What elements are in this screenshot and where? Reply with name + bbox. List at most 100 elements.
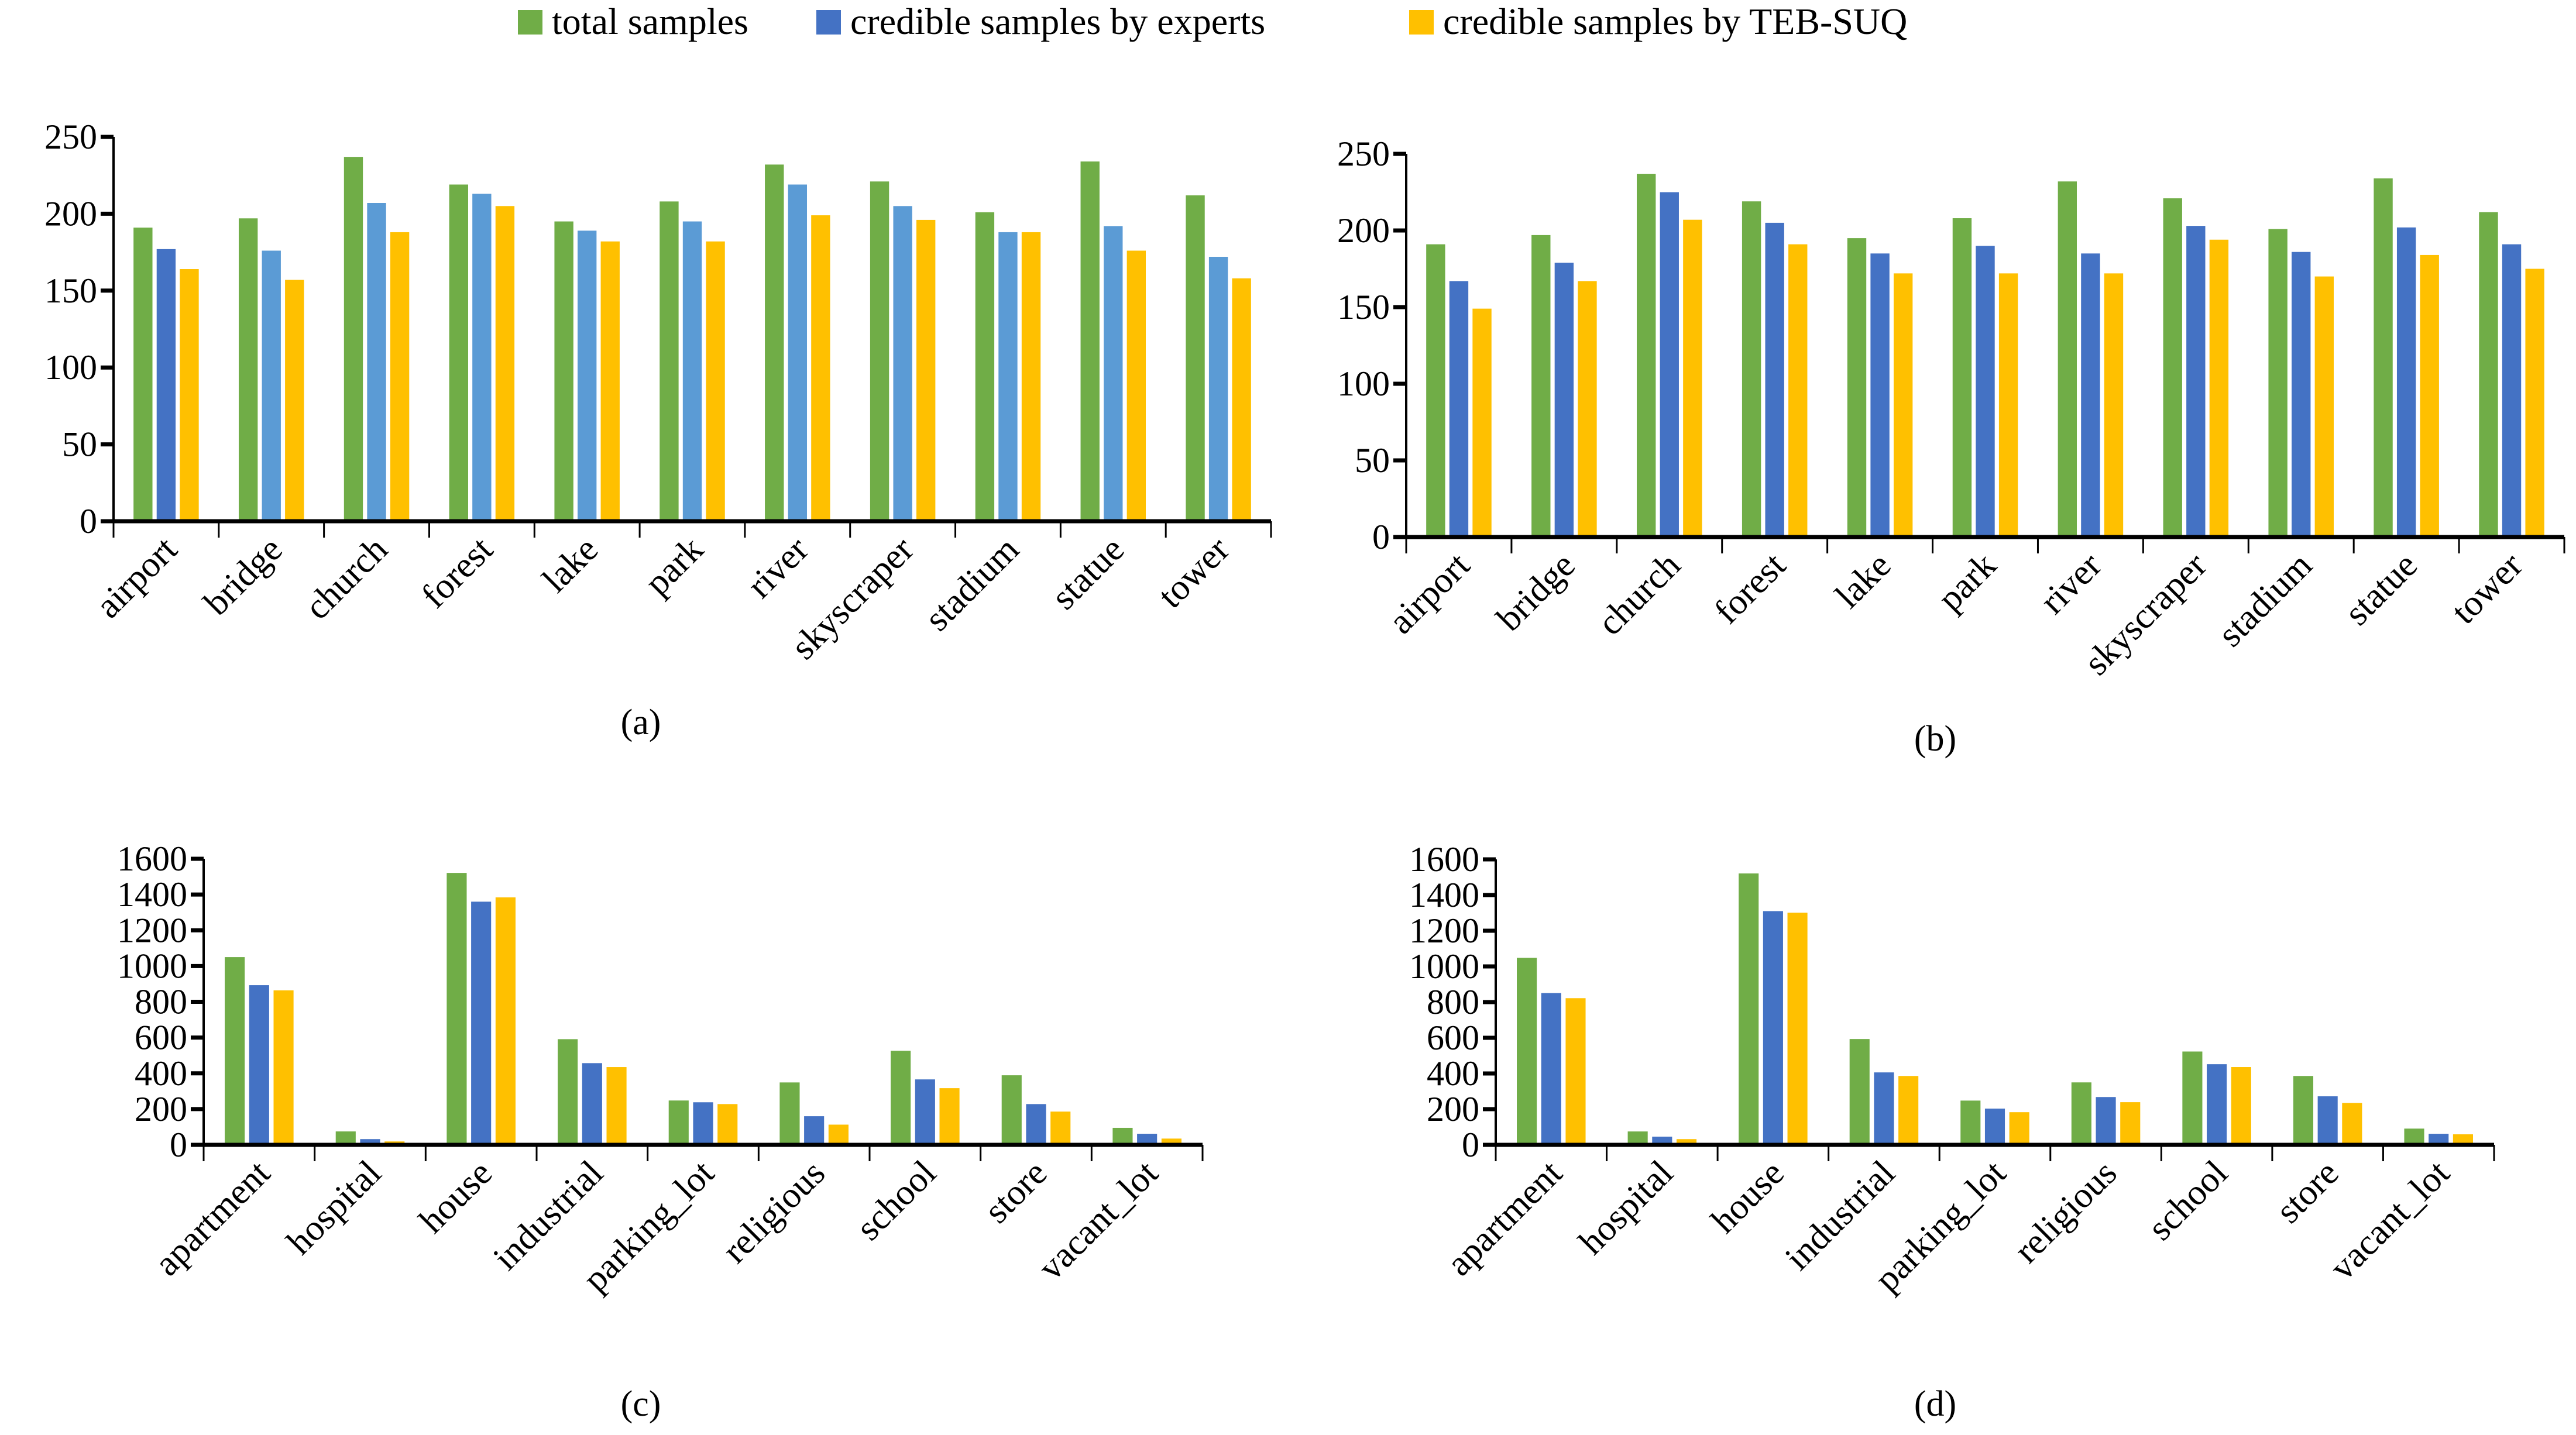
bar-school-series-2 <box>939 1088 960 1145</box>
x-tick-label: park <box>637 529 711 603</box>
bar-church-series-1 <box>1660 192 1679 537</box>
bar-church-series-1 <box>367 203 386 521</box>
y-tick-label: 0 <box>1372 518 1390 556</box>
y-tick-label: 600 <box>135 1018 187 1057</box>
bar-parking_lot-series-1 <box>1984 1109 2005 1145</box>
x-tick-label: airport <box>88 529 185 626</box>
x-tick-label: park <box>1930 545 2004 619</box>
bar-stadium-series-2 <box>1021 232 1041 521</box>
bar-industrial-series-0 <box>1849 1039 1870 1145</box>
bar-bridge-series-2 <box>1578 281 1597 537</box>
y-tick-label: 800 <box>135 983 187 1021</box>
bar-lake-series-2 <box>600 241 620 521</box>
bar-school-series-1 <box>915 1079 935 1145</box>
bar-river-series-0 <box>765 164 784 522</box>
bar-skyscraper-series-2 <box>2209 239 2229 537</box>
bar-airport-series-1 <box>156 249 176 521</box>
x-tick-label: church <box>1590 545 1688 643</box>
chart-b: 0 50 100 150 200 250 airport bridge church forest… <box>1337 135 2565 759</box>
y-tick-label: 250 <box>44 118 97 156</box>
y-tick-label: 1000 <box>117 947 187 985</box>
bar-lake-series-1 <box>1870 253 1890 537</box>
x-tick-label: airport <box>1381 545 1478 642</box>
bar-vacant_lot-series-0 <box>1112 1127 1133 1145</box>
bar-school-series-0 <box>2182 1051 2203 1145</box>
bar-skyscraper-series-0 <box>2163 198 2182 538</box>
bar-airport-series-1 <box>1449 281 1469 537</box>
bar-tower-series-1 <box>2502 244 2522 537</box>
bar-parking_lot-series-0 <box>1960 1100 1981 1145</box>
bar-parking_lot-series-0 <box>668 1100 689 1145</box>
bar-skyscraper-series-1 <box>893 206 912 521</box>
bar-apartment-series-0 <box>225 957 245 1145</box>
y-tick-label: 200 <box>1427 1090 1479 1128</box>
bar-lake-series-0 <box>1847 238 1867 537</box>
bar-industrial-series-0 <box>558 1039 578 1145</box>
y-tick-label: 200 <box>1337 211 1390 250</box>
bar-industrial-series-2 <box>606 1067 627 1145</box>
bar-park-series-0 <box>1952 218 1972 537</box>
bar-stadium-series-1 <box>2292 252 2311 537</box>
bar-industrial-series-2 <box>1898 1076 1919 1145</box>
chart-a: 0 50 100 150 200 250 airport bridge church forest… <box>44 118 1272 742</box>
bar-forest-series-2 <box>1788 244 1808 537</box>
bar-park-series-1 <box>1976 246 1995 537</box>
bar-vacant_lot-series-2 <box>2453 1134 2473 1145</box>
bar-stadium-series-0 <box>2268 229 2288 537</box>
y-tick-label: 50 <box>1355 441 1390 480</box>
bar-church-series-0 <box>344 157 363 521</box>
x-tick-label: statue <box>2337 545 2425 633</box>
x-tick-label: store <box>977 1153 1055 1231</box>
bar-store-series-1 <box>2317 1096 2338 1145</box>
bar-river-series-1 <box>2081 253 2100 537</box>
bar-forest-series-0 <box>1742 201 1761 538</box>
bar-stadium-series-1 <box>998 232 1018 521</box>
bar-river-series-1 <box>788 184 808 521</box>
y-tick-label: 150 <box>1337 288 1390 326</box>
bar-religious-series-0 <box>779 1082 800 1145</box>
x-tick-label: house <box>412 1153 500 1241</box>
y-tick-label: 600 <box>1427 1018 1479 1057</box>
bar-stadium-series-0 <box>975 212 995 522</box>
bar-parking_lot-series-1 <box>693 1102 713 1145</box>
y-tick-label: 1000 <box>1409 947 1479 986</box>
x-tick-label: vacant_lot <box>1031 1153 1166 1288</box>
bar-bridge-series-0 <box>238 218 258 521</box>
bar-park-series-2 <box>706 241 725 521</box>
x-tick-label: vacant_lot <box>2322 1153 2457 1288</box>
y-tick-label: 800 <box>1427 983 1479 1021</box>
bar-hospital-series-2 <box>1676 1139 1697 1145</box>
bar-vacant_lot-series-0 <box>2404 1128 2424 1145</box>
bar-skyscraper-series-0 <box>870 181 889 521</box>
bar-apartment-series-1 <box>1541 993 1561 1145</box>
x-tick-label: school <box>849 1153 944 1248</box>
bar-forest-series-1 <box>472 194 492 522</box>
bar-tower-series-0 <box>1186 195 1205 521</box>
bar-lake-series-1 <box>577 230 597 521</box>
legend-swatch <box>518 10 542 35</box>
chart-caption: (a) <box>621 703 661 742</box>
x-tick-label: forest <box>414 529 500 616</box>
legend-swatch <box>1409 10 1434 35</box>
bar-school-series-2 <box>2231 1067 2251 1145</box>
y-tick-label: 1400 <box>117 875 187 914</box>
bar-tower-series-2 <box>1232 278 1251 521</box>
bar-tower-series-1 <box>1208 256 1228 521</box>
bar-statue-series-1 <box>2396 227 2416 537</box>
bar-tower-series-2 <box>2525 269 2544 537</box>
x-tick-label: hospital <box>1571 1153 1681 1262</box>
y-tick-label: 0 <box>170 1126 187 1164</box>
y-tick-label: 100 <box>44 348 97 387</box>
bar-hospital-series-0 <box>335 1131 356 1145</box>
bar-bridge-series-2 <box>285 280 304 521</box>
bar-apartment-series-1 <box>249 985 269 1145</box>
y-tick-label: 0 <box>1462 1126 1479 1164</box>
x-tick-label: house <box>1703 1153 1791 1241</box>
chart-caption: (b) <box>1914 719 1956 759</box>
bar-airport-series-0 <box>1426 244 1445 537</box>
bar-school-series-1 <box>2207 1064 2227 1145</box>
bar-parking_lot-series-2 <box>2009 1112 2029 1145</box>
bar-river-series-2 <box>2104 273 2124 537</box>
y-tick-label: 150 <box>44 271 97 310</box>
bar-apartment-series-2 <box>1565 998 1586 1145</box>
